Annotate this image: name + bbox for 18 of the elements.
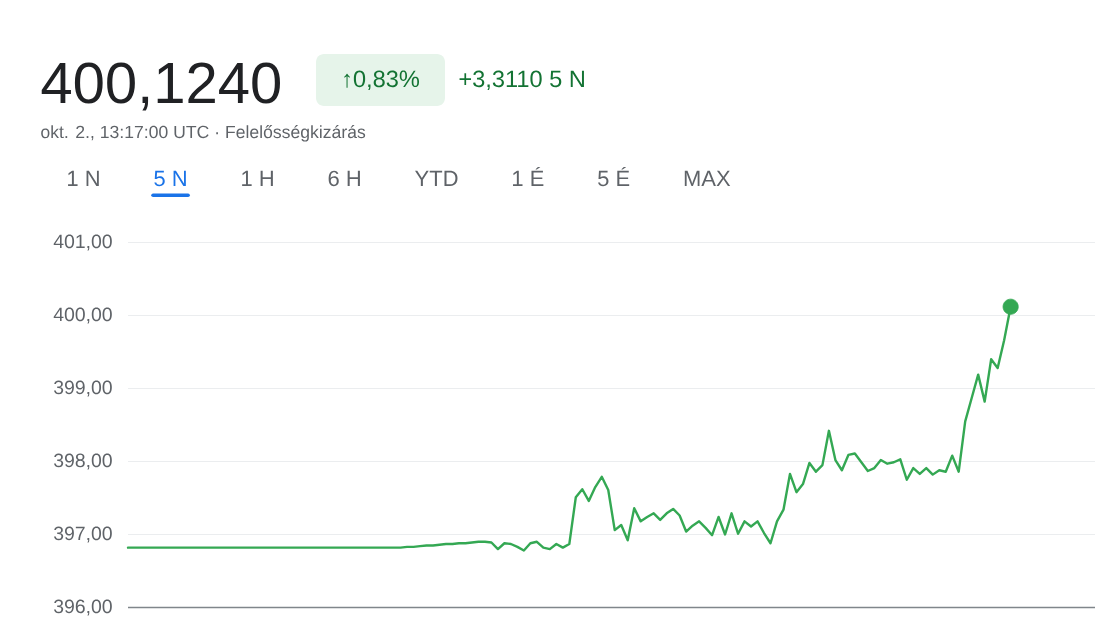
y-tick-label: 401,00 — [53, 234, 112, 251]
text: ↑0,83% — [344, 70, 420, 90]
y-tick-label: 397,00 — [54, 526, 112, 543]
text: 1 H — [242, 170, 273, 186]
text: 1 É — [513, 166, 544, 186]
text: 6 H — [328, 170, 360, 187]
text: MAX — [684, 170, 731, 186]
text: 5 N — [154, 170, 186, 187]
chart-subtitle: okt. 2., 13:17:00 UTC · Felelősségkizárás — [41, 125, 366, 142]
y-tick-label: 398,00 — [54, 453, 112, 470]
chart-title: 400,1240 — [41, 62, 280, 111]
text: +3,3110 5 N — [459, 70, 584, 90]
y-tick-label: 400,00 — [53, 307, 112, 324]
y-tick-label: 396,00 — [54, 599, 112, 616]
text: 1 N — [68, 170, 99, 186]
text: 5 É — [598, 166, 630, 187]
y-tick-label: 399,00 — [54, 380, 112, 397]
text: YTD — [415, 170, 458, 186]
